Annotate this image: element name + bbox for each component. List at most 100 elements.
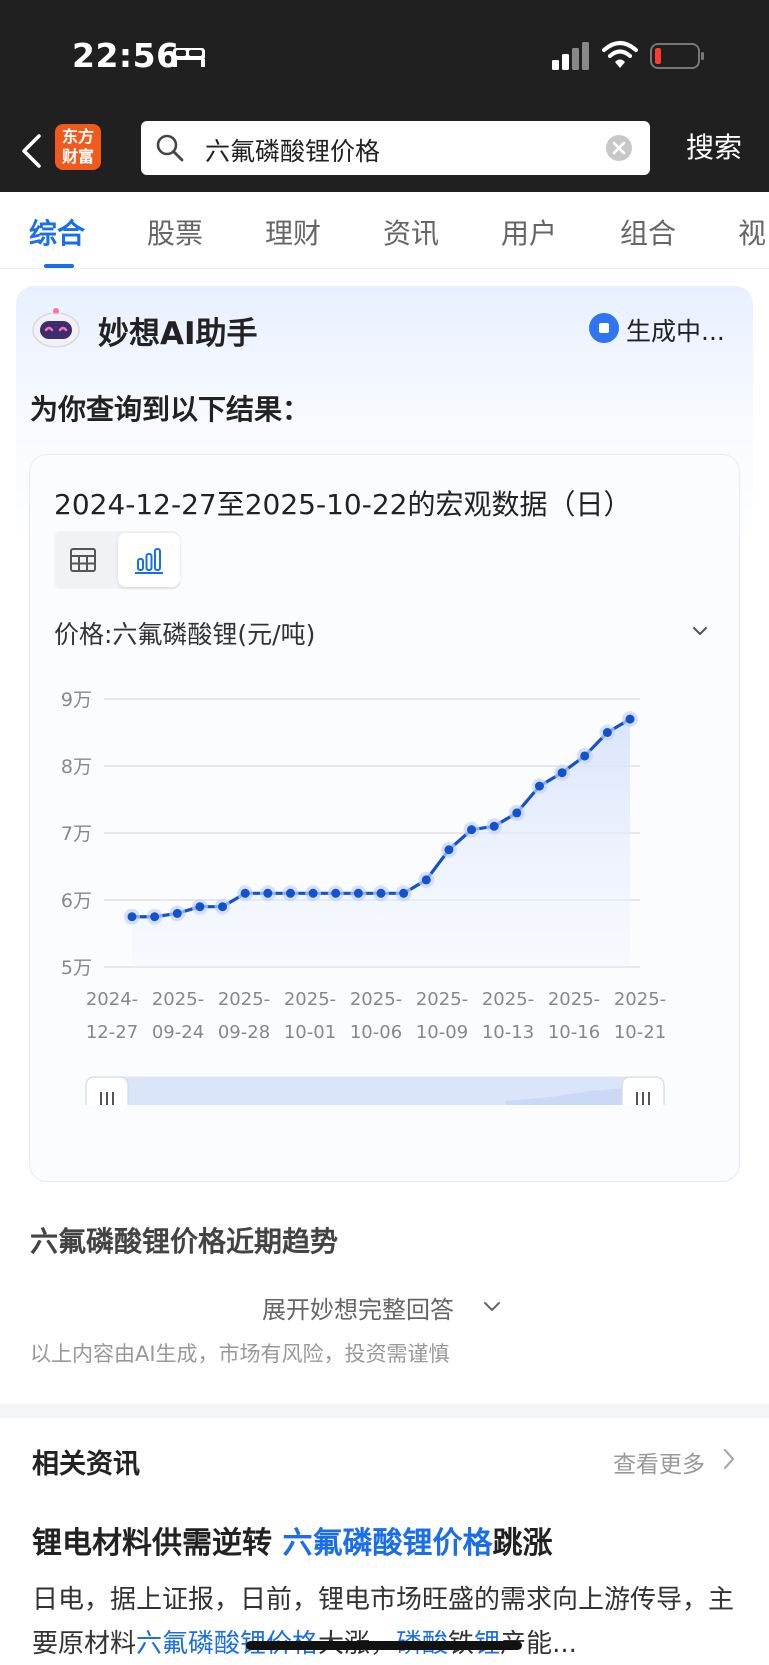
data-point [467, 825, 477, 835]
search-header: 东方 财富 六氟磷酸锂价格 搜索 [0, 112, 769, 192]
logo-text-bottom: 财富 [61, 147, 94, 166]
data-point [489, 821, 499, 831]
chart-view-button[interactable] [118, 533, 180, 587]
x-tick-label: 09-28 [218, 1022, 270, 1043]
clear-search-icon[interactable] [605, 134, 633, 162]
wifi-icon [602, 41, 638, 68]
tab-portfolios[interactable]: 组合 [620, 217, 677, 250]
x-tick-label: 12-27 [86, 1022, 138, 1043]
trend-section-heading: 六氟磷酸锂价格近期趋势 [30, 1225, 339, 1258]
x-tick-label: 2025- [482, 989, 534, 1010]
search-button[interactable]: 搜索 [686, 131, 743, 164]
tab-comprehensive[interactable]: 综合 [29, 217, 86, 250]
search-icon [156, 134, 184, 162]
data-point [353, 888, 363, 898]
x-tick-label: 10-16 [548, 1022, 600, 1043]
generating-status-icon [589, 313, 619, 343]
news-item-summary[interactable]: 日电，据上证报，日前，锂电市场旺盛的需求向上游传导，主要原材料六氟磷酸锂价格大涨… [32, 1578, 744, 1665]
data-point [444, 845, 454, 855]
data-point [195, 902, 205, 912]
data-point [218, 902, 228, 912]
macro-data-chart-card: 2024-12-27至2025-10-22的宏观数据（日） 价格:六氟磷酸锂(元… [29, 454, 740, 1182]
ai-disclaimer: 以上内容由AI生成，市场有风险，投资需谨慎 [30, 1342, 450, 1366]
generating-status-text: 生成中... [626, 317, 725, 346]
news-title-text: 跳涨 [492, 1526, 553, 1561]
search-input[interactable]: 六氟磷酸锂价格 [141, 121, 650, 175]
expand-answer-link[interactable]: 展开妙想完整回答 [262, 1296, 454, 1324]
data-point [150, 912, 160, 922]
x-tick-label: 10-21 [614, 1022, 666, 1043]
chevron-right-icon[interactable] [722, 1447, 736, 1471]
tab-video[interactable]: 视 [738, 217, 767, 250]
data-point [263, 888, 273, 898]
x-tick-label: 2025- [284, 989, 336, 1010]
view-toggle [54, 531, 180, 589]
bar-chart-icon [135, 548, 163, 574]
tab-news[interactable]: 资讯 [383, 217, 440, 250]
data-point [557, 768, 567, 778]
related-news-heading: 相关资讯 [32, 1449, 140, 1480]
x-tick-label: 2025- [218, 989, 270, 1010]
x-tick-label: 2025- [416, 989, 468, 1010]
data-point [285, 888, 295, 898]
price-line-chart: 5万 6万 7万 8万 9万 2024- 12-27 2025- 09-24 2025- 09-28… [61, 689, 666, 1105]
battery-low-icon [650, 43, 704, 69]
data-point [625, 714, 635, 724]
data-point [602, 728, 612, 737]
ai-assistant-card: 妙想AI助手 生成中... 为你查询到以下结果： 2024-12-27至2025… [16, 286, 753, 1376]
ai-assistant-title: 妙想AI助手 [98, 316, 258, 352]
x-tick-label: 10-06 [350, 1022, 402, 1043]
y-tick-label: 9万 [61, 689, 92, 711]
chevron-down-icon[interactable] [482, 1300, 502, 1314]
cellular-signal-icon [552, 42, 589, 70]
logo-text-top: 东方 [61, 127, 94, 146]
data-point [376, 888, 386, 898]
search-query-text: 六氟磷酸锂价格 [205, 137, 381, 166]
data-point [127, 912, 137, 922]
tab-wealth[interactable]: 理财 [265, 217, 322, 250]
chart-title: 2024-12-27至2025-10-22的宏观数据（日） [54, 488, 632, 521]
news-item-title[interactable]: 锂电材料供需逆转 六氟磷酸锂价格跳涨 [32, 1518, 552, 1562]
x-tick-label: 2025- [350, 989, 402, 1010]
back-arrow-icon[interactable] [18, 128, 44, 174]
data-point [534, 781, 544, 791]
news-title-text: 锂电材料供需逆转 [32, 1526, 283, 1561]
y-tick-label: 6万 [61, 890, 92, 912]
data-point [172, 908, 182, 918]
active-tab-indicator [44, 264, 74, 268]
series-select[interactable]: 价格:六氟磷酸锂(元/吨) [54, 620, 316, 649]
news-summary-text: 日电，据上证报，日前，锂电市场旺盛的需求向上游传导，主要原材料 [32, 1585, 735, 1659]
status-time: 22:56 [72, 36, 180, 75]
x-tick-label: 10-13 [482, 1022, 534, 1043]
data-point [331, 888, 341, 898]
y-tick-label: 5万 [61, 957, 92, 979]
data-point [399, 888, 409, 898]
ai-result-intro: 为你查询到以下结果： [30, 393, 311, 426]
status-bar: 22:56 [0, 0, 769, 112]
x-tick-label: 2025- [152, 989, 204, 1010]
ai-robot-icon [32, 308, 80, 348]
chevron-down-icon[interactable] [690, 623, 710, 639]
data-point [240, 888, 250, 898]
x-tick-label: 10-01 [284, 1022, 336, 1043]
news-title-highlight: 六氟磷酸锂价格 [282, 1526, 493, 1561]
zoom-slider-right-handle[interactable] [621, 1076, 665, 1105]
x-tick-label: 2025- [548, 989, 600, 1010]
sleep-mode-icon [173, 48, 205, 67]
x-tick-label: 2024- [86, 989, 138, 1010]
zoom-slider-preview [506, 1087, 636, 1105]
see-more-link[interactable]: 查看更多 [613, 1452, 705, 1478]
series-area [132, 719, 630, 967]
tab-stocks[interactable]: 股票 [147, 217, 204, 250]
table-view-icon[interactable] [64, 541, 102, 579]
x-tick-label: 09-24 [152, 1022, 204, 1043]
content-fade-overlay [16, 1206, 753, 1276]
tab-users[interactable]: 用户 [501, 217, 558, 250]
data-point [421, 875, 431, 885]
zoom-slider-left-handle[interactable] [85, 1076, 129, 1105]
data-point [308, 888, 318, 898]
result-tabs: 综合 股票 理财 资讯 用户 组合 视 [0, 192, 769, 269]
home-indicator [246, 1641, 522, 1650]
y-tick-label: 7万 [61, 823, 92, 845]
app-logo: 东方 财富 [55, 124, 101, 170]
